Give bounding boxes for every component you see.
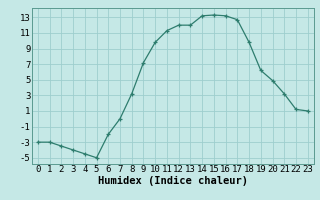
X-axis label: Humidex (Indice chaleur): Humidex (Indice chaleur) xyxy=(98,176,248,186)
